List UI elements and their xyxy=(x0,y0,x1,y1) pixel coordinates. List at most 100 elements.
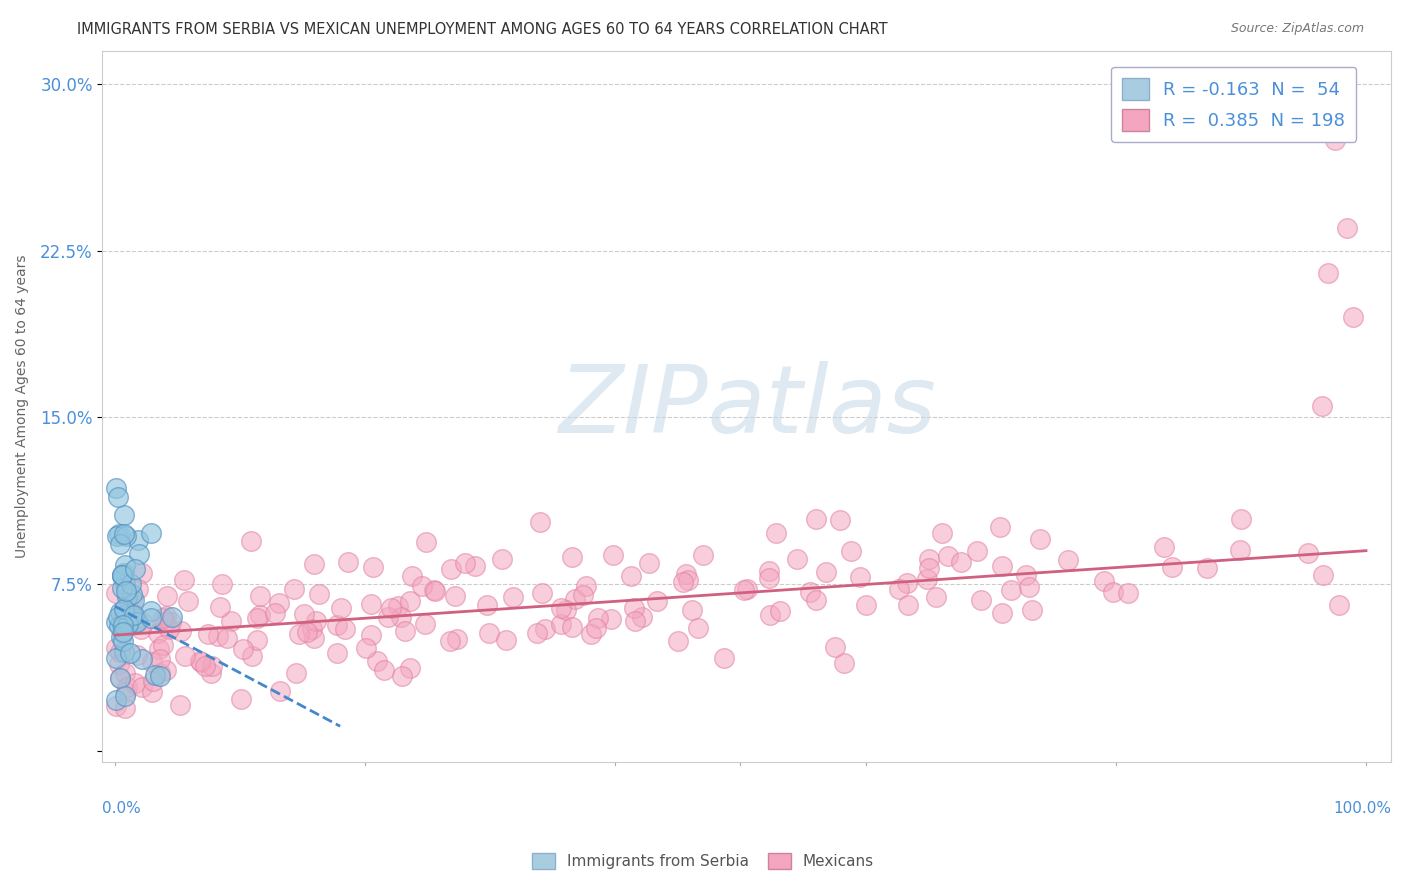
Point xyxy=(301,622,323,636)
Point xyxy=(477,598,499,612)
Point xyxy=(1229,543,1251,558)
Point xyxy=(110,568,132,582)
Point xyxy=(398,594,420,608)
Point xyxy=(111,619,134,633)
Legend: R = -0.163  N =  54, R =  0.385  N = 198: R = -0.163 N = 54, R = 0.385 N = 198 xyxy=(1111,67,1357,142)
Point xyxy=(294,607,316,622)
Point xyxy=(174,648,197,663)
Point xyxy=(550,600,572,615)
Point xyxy=(970,592,993,607)
Point xyxy=(600,612,623,626)
Point xyxy=(373,663,395,677)
Point xyxy=(561,549,583,564)
Point xyxy=(131,566,153,580)
Point xyxy=(564,591,586,606)
Point xyxy=(125,615,148,630)
Text: ZIPatlas: ZIPatlas xyxy=(558,360,935,451)
Point xyxy=(283,582,305,596)
Point xyxy=(389,610,412,624)
Point xyxy=(141,684,163,698)
Point xyxy=(105,698,128,713)
Point xyxy=(207,630,229,644)
Point xyxy=(949,555,972,569)
Point xyxy=(337,555,360,569)
Point xyxy=(326,646,349,660)
Point xyxy=(1310,399,1333,413)
Point xyxy=(105,529,128,543)
Point xyxy=(399,660,422,674)
Point xyxy=(128,548,150,562)
Point xyxy=(896,575,918,590)
Point xyxy=(758,564,780,578)
Point xyxy=(121,587,143,601)
Point xyxy=(439,562,461,576)
Point xyxy=(1153,540,1175,554)
Point xyxy=(579,626,602,640)
Point xyxy=(550,617,572,632)
Point xyxy=(692,548,714,562)
Point xyxy=(354,641,377,656)
Point xyxy=(915,572,938,586)
Point xyxy=(917,552,939,566)
Point xyxy=(360,597,382,611)
Point xyxy=(804,592,827,607)
Point xyxy=(672,574,695,589)
Point xyxy=(148,642,170,657)
Point xyxy=(114,701,136,715)
Point xyxy=(115,583,138,598)
Point xyxy=(127,533,149,547)
Point xyxy=(765,525,787,540)
Point xyxy=(814,565,837,579)
Point xyxy=(735,582,758,596)
Point xyxy=(108,671,131,685)
Point xyxy=(585,621,607,635)
Point xyxy=(333,622,356,636)
Point xyxy=(855,598,877,612)
Point xyxy=(108,657,131,671)
Point xyxy=(162,609,184,624)
Point xyxy=(194,659,217,673)
Point xyxy=(240,649,263,664)
Point xyxy=(197,626,219,640)
Point xyxy=(200,665,222,680)
Point xyxy=(141,673,163,688)
Point xyxy=(141,656,163,670)
Point xyxy=(121,607,143,621)
Point xyxy=(108,537,131,551)
Point xyxy=(1018,580,1040,594)
Point xyxy=(132,615,155,630)
Point xyxy=(114,689,136,703)
Point xyxy=(675,566,697,581)
Point xyxy=(108,606,131,620)
Point xyxy=(215,632,238,646)
Point xyxy=(1161,560,1184,574)
Point xyxy=(209,600,232,615)
Point xyxy=(105,615,128,629)
Point xyxy=(1336,221,1358,235)
Point xyxy=(586,611,609,625)
Point xyxy=(111,634,134,648)
Point xyxy=(112,645,135,659)
Point xyxy=(127,582,149,596)
Point xyxy=(624,615,647,629)
Point xyxy=(415,617,437,632)
Point xyxy=(295,625,318,640)
Point xyxy=(1296,546,1319,560)
Point xyxy=(423,584,446,599)
Point xyxy=(366,654,388,668)
Point xyxy=(201,659,224,673)
Point xyxy=(305,614,328,628)
Point xyxy=(112,624,135,639)
Point xyxy=(107,609,129,624)
Point xyxy=(152,610,174,624)
Point xyxy=(759,608,782,623)
Point xyxy=(146,625,169,640)
Point xyxy=(110,630,132,644)
Point xyxy=(114,558,136,573)
Point xyxy=(733,583,755,598)
Point xyxy=(211,576,233,591)
Point xyxy=(394,624,416,638)
Point xyxy=(325,618,347,632)
Point xyxy=(666,633,689,648)
Point xyxy=(170,624,193,638)
